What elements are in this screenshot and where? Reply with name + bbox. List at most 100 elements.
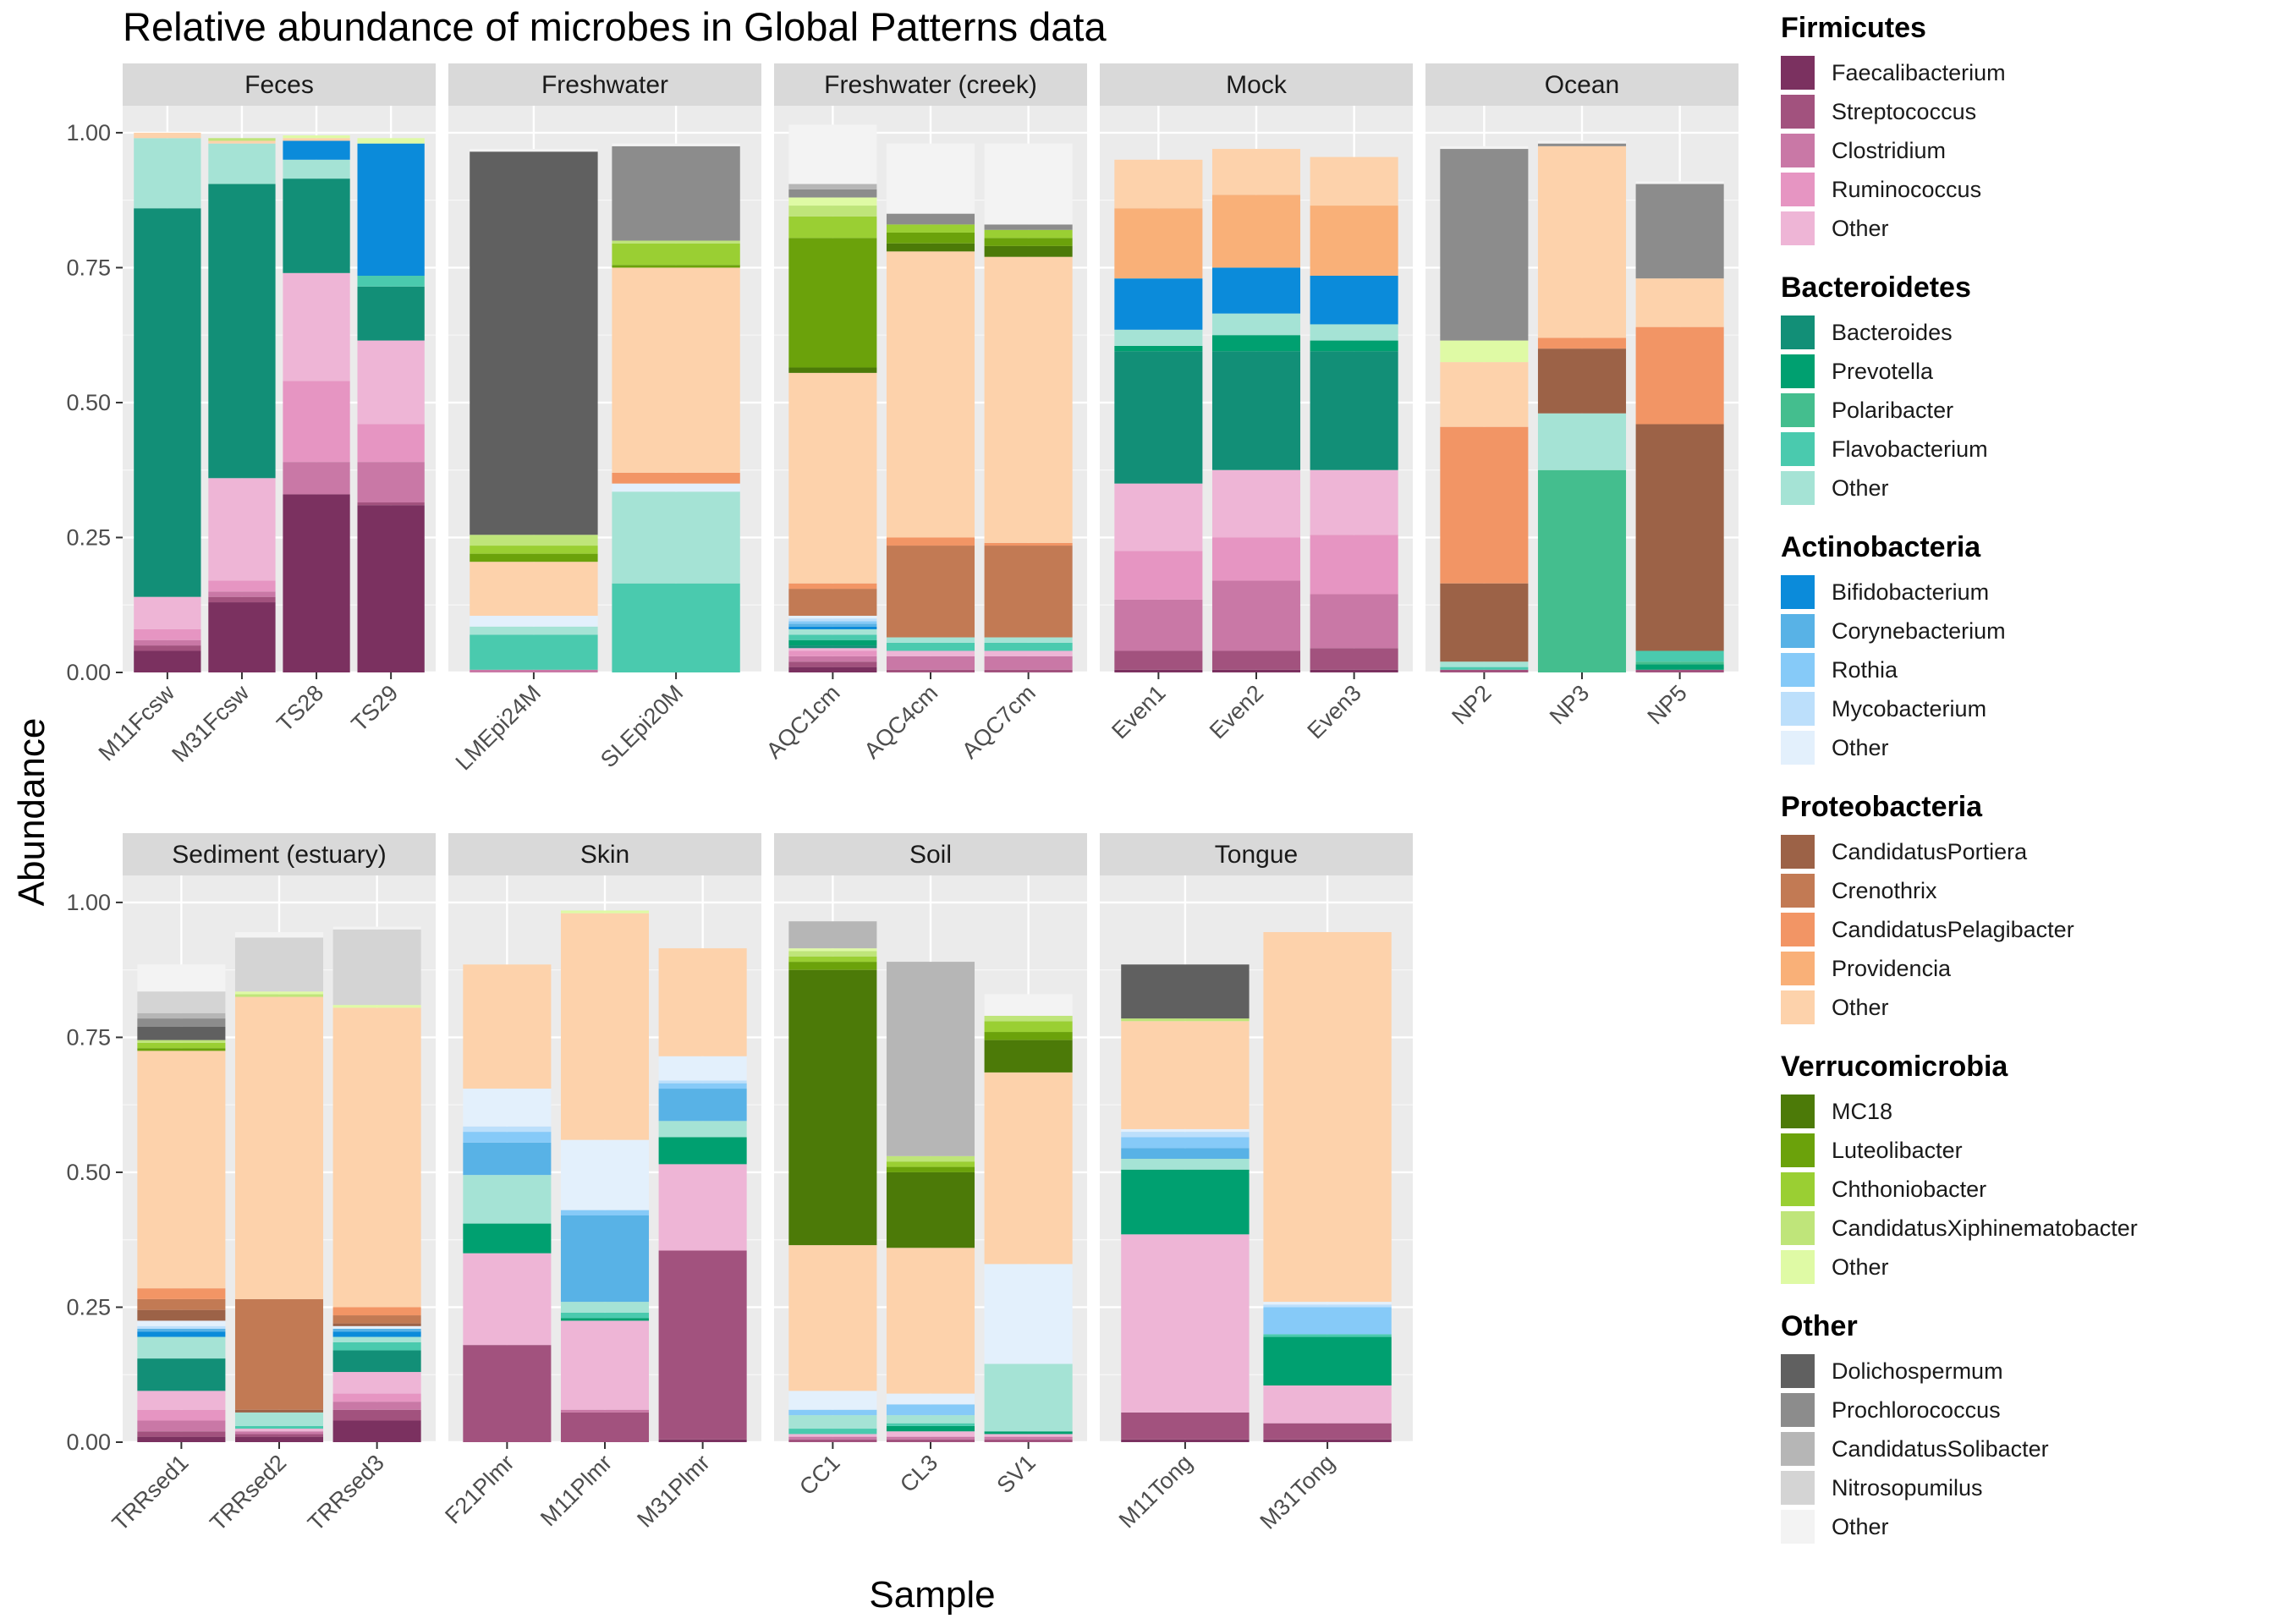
- legend-key: [1781, 1172, 1815, 1206]
- legend-item: CandidatusPortiera: [1781, 832, 2255, 871]
- legend-label: Streptococcus: [1832, 98, 1977, 124]
- bar-segment: [332, 1323, 421, 1326]
- x-tick-label: M31Fcsw: [167, 680, 254, 767]
- bar-segment: [658, 1137, 747, 1165]
- legend-label: Rothia: [1832, 656, 1898, 683]
- legend-item: Providencia: [1781, 949, 2255, 988]
- bar-segment: [134, 208, 201, 597]
- legend-key: [1781, 1211, 1815, 1245]
- legend-label: Corynebacterium: [1832, 617, 2006, 644]
- legend-key: [1781, 134, 1815, 167]
- bar-segment: [234, 1429, 324, 1432]
- bar-segment: [357, 143, 425, 276]
- bar-segment: [357, 462, 425, 502]
- bar-segment: [886, 1161, 975, 1167]
- bar-segment: [283, 272, 350, 381]
- legend-key: [1781, 653, 1815, 687]
- bar-segment: [1211, 313, 1301, 336]
- bar-segment: [788, 962, 877, 970]
- bar-segment: [788, 372, 877, 584]
- x-tick-label: TS29: [347, 680, 404, 737]
- bar-segment: [463, 1132, 552, 1143]
- bar-segment: [1635, 181, 1724, 184]
- bar-segment: [788, 189, 877, 198]
- bar-segment: [788, 583, 877, 590]
- bar-segment: [1310, 206, 1398, 276]
- bar-segment: [984, 1436, 1073, 1440]
- legend-label: CandidatusXiphinematobacter: [1832, 1215, 2138, 1241]
- bar-segment: [1635, 184, 1724, 279]
- bar-segment: [1114, 159, 1203, 209]
- facet-panel: Soil CC1 CL3 SV1: [774, 833, 1087, 1500]
- legend-label: CandidatusPortiera: [1832, 838, 2028, 864]
- bar-segment: [560, 1412, 650, 1442]
- legend-item: Prochlorococcus: [1781, 1391, 2255, 1429]
- bar-segment: [134, 645, 201, 651]
- bar-segment: [984, 1072, 1073, 1265]
- legend-label: Luteolibacter: [1832, 1137, 1963, 1163]
- facet-strip: [1100, 833, 1413, 875]
- bar-segment: [1440, 667, 1529, 670]
- x-tick-label: TRRsed2: [205, 1450, 291, 1536]
- legend-key: [1781, 1510, 1815, 1544]
- legend-key: [1781, 432, 1815, 466]
- bar-segment: [1121, 1169, 1250, 1235]
- x-tick-label: TS28: [272, 680, 328, 737]
- bar-segment: [137, 1048, 226, 1051]
- bar-segment: [886, 669, 975, 672]
- bar-segment: [332, 1402, 421, 1410]
- bar-segment: [1537, 143, 1627, 146]
- bar-segment: [658, 1089, 747, 1122]
- bar-segment: [208, 143, 276, 184]
- legend-key: [1781, 1471, 1815, 1505]
- bar-segment: [463, 1126, 552, 1133]
- facet-strip: [448, 833, 761, 875]
- legend-label: Flavobacterium: [1832, 436, 1988, 462]
- bar-segment: [1440, 149, 1529, 341]
- bar-segment: [1635, 424, 1724, 651]
- legend-item: Streptococcus: [1781, 92, 2255, 131]
- bar-segment: [886, 546, 975, 638]
- legend-label: Dolichospermum: [1832, 1358, 2003, 1384]
- x-tick-label: M31Tong: [1255, 1450, 1340, 1534]
- bar-segment: [1211, 351, 1301, 470]
- bar-segment: [1114, 669, 1203, 672]
- bar-segment: [332, 929, 421, 1006]
- x-tick-label: M11Tong: [1114, 1450, 1197, 1533]
- bar-segment: [984, 1021, 1073, 1033]
- bar-segment: [137, 1420, 226, 1432]
- bar-segment: [357, 340, 425, 425]
- bar-segment: [788, 948, 877, 952]
- legend-key: [1781, 1133, 1815, 1167]
- legend-key: [1781, 315, 1815, 349]
- bar-segment: [886, 637, 975, 643]
- bar-segment: [1263, 1334, 1392, 1337]
- bar-segment: [560, 1215, 650, 1303]
- bar-segment: [984, 1431, 1073, 1435]
- legend-key: [1781, 1393, 1815, 1427]
- facet-panel: Ocean NP2 NP3 NP5: [1425, 63, 1738, 729]
- bar-segment: [788, 626, 877, 629]
- bar-segment: [788, 367, 877, 373]
- bar-segment: [1211, 267, 1301, 314]
- y-tick-label: 0.00: [66, 1429, 111, 1455]
- bar-segment: [332, 1307, 421, 1316]
- bar-segment: [134, 132, 201, 139]
- legend-key: [1781, 95, 1815, 129]
- legend-label: Other: [1832, 734, 1889, 760]
- legend-label: Prevotella: [1832, 358, 1934, 384]
- bar-segment: [658, 1164, 747, 1251]
- facet-strip: [1425, 63, 1738, 106]
- bar-segment: [1121, 1159, 1250, 1170]
- bar-segment: [1114, 329, 1203, 346]
- bar-segment: [283, 381, 350, 463]
- bar-segment: [886, 1415, 975, 1424]
- legend-group: Other Dolichospermum Prochlorococcus Candid…: [1781, 1310, 2255, 1546]
- bar-segment: [1440, 669, 1529, 672]
- legend-item: Bifidobacterium: [1781, 573, 2255, 612]
- legend-item: Corynebacterium: [1781, 612, 2255, 650]
- bar-segment: [1114, 599, 1203, 651]
- facet-strip: [123, 833, 436, 875]
- bar-segment: [886, 224, 975, 233]
